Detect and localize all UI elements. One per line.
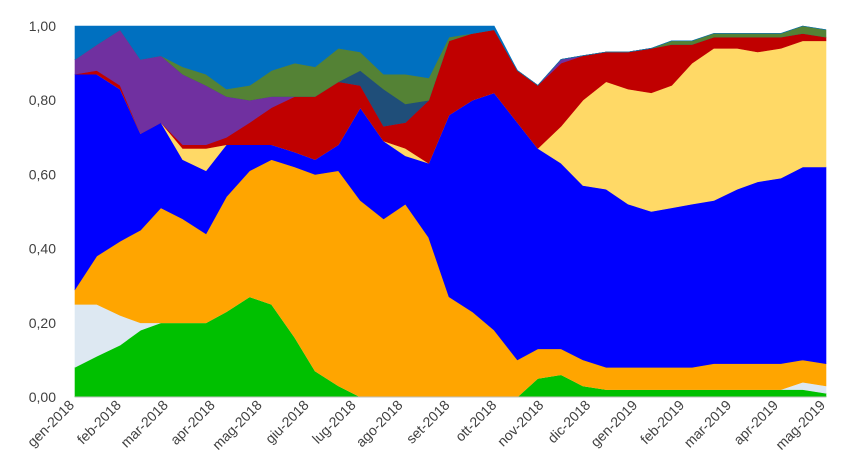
x-tick-label: giu-2018 bbox=[262, 397, 312, 447]
x-tick-label: gen-2019 bbox=[587, 397, 640, 450]
area-series-group bbox=[74, 25, 827, 398]
y-tick-label: 0,80 bbox=[29, 92, 56, 108]
y-tick-label: 1,00 bbox=[29, 18, 56, 34]
y-tick-label: 0,60 bbox=[29, 166, 56, 182]
area-series-10 bbox=[74, 25, 827, 90]
x-tick-label: ott-2018 bbox=[452, 397, 500, 445]
x-tick-label: nov-2018 bbox=[494, 397, 547, 450]
x-tick-label: mar-2018 bbox=[117, 397, 171, 451]
x-tick-label: ago-2018 bbox=[353, 397, 406, 450]
y-axis-tick-labels: 0,00 0,20 0,40 0,60 0,80 1,00 bbox=[29, 18, 56, 405]
y-tick-label: 0,20 bbox=[29, 315, 56, 331]
x-tick-label: set-2018 bbox=[403, 397, 453, 447]
x-tick-label: mag-2018 bbox=[209, 397, 265, 453]
y-tick-label: 0,40 bbox=[29, 241, 56, 257]
x-tick-label: mar-2019 bbox=[681, 397, 735, 451]
x-tick-label: mag-2019 bbox=[772, 397, 828, 453]
y-tick-label: 0,00 bbox=[29, 389, 56, 405]
x-tick-label: lug-2018 bbox=[309, 397, 359, 447]
x-axis-tick-labels: gen-2018feb-2018mar-2018apr-2018mag-2018… bbox=[24, 397, 828, 453]
